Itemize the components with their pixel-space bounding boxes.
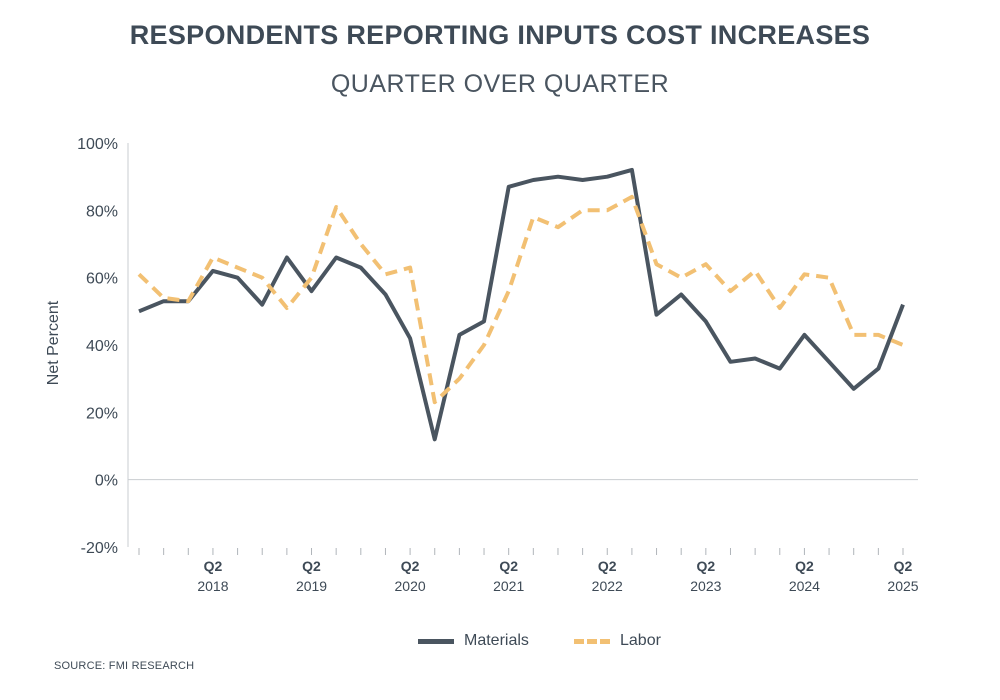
y-tick-label: -20% xyxy=(81,540,118,557)
y-tick-label: 60% xyxy=(86,271,118,288)
legend-item-labor: Labor xyxy=(574,632,661,650)
x-tick-label-year: 2023 xyxy=(690,578,721,594)
x-tick-label-year: 2020 xyxy=(395,578,426,594)
chart-legend: Materials Labor xyxy=(0,632,1000,656)
y-tick-label: 40% xyxy=(86,338,118,355)
x-tick-label-quarter: Q2 xyxy=(401,558,420,574)
chart-title: RESPONDENTS REPORTING INPUTS COST INCREA… xyxy=(129,20,871,50)
x-tick-label-year: 2022 xyxy=(592,578,623,594)
legend-item-materials: Materials xyxy=(418,632,529,650)
x-tick-label-year: 2018 xyxy=(197,578,228,594)
x-tick-label-quarter: Q2 xyxy=(795,558,814,574)
y-axis-label: Net Percent xyxy=(45,300,62,385)
x-tick-label-quarter: Q2 xyxy=(598,558,617,574)
source-note: SOURCE: FMI RESEARCH xyxy=(54,660,195,672)
chart-subtitle: QUARTER OVER QUARTER xyxy=(330,70,670,98)
y-tick-label: 100% xyxy=(77,136,118,153)
chart-axes: -20% 0% 20% 40% 60% 80% 100% Q2 2018 Q2 2019 Q2 2020… xyxy=(77,136,919,594)
x-tick-label-quarter: Q2 xyxy=(302,558,321,574)
chart-series xyxy=(137,167,905,442)
legend-label-materials: Materials xyxy=(464,632,529,649)
x-tick-label-year: 2024 xyxy=(789,578,820,594)
series-line-labor xyxy=(137,194,904,405)
x-tick-label-year: 2021 xyxy=(493,578,524,594)
legend-swatch-labor xyxy=(574,638,610,644)
series-line-materials xyxy=(138,167,905,442)
x-tick-label-quarter: Q2 xyxy=(499,558,518,574)
x-tick-label-quarter: Q2 xyxy=(204,558,223,574)
legend-label-labor: Labor xyxy=(620,632,661,649)
x-tick-label-year: 2019 xyxy=(296,578,327,594)
x-tick-label-quarter: Q2 xyxy=(894,558,913,574)
y-tick-label: 80% xyxy=(86,203,118,220)
legend-swatch-materials xyxy=(418,638,454,644)
x-tick-label-quarter: Q2 xyxy=(696,558,715,574)
x-tick-label-year: 2025 xyxy=(887,578,918,594)
y-tick-label: 20% xyxy=(86,405,118,422)
y-tick-label: 0% xyxy=(95,473,118,490)
